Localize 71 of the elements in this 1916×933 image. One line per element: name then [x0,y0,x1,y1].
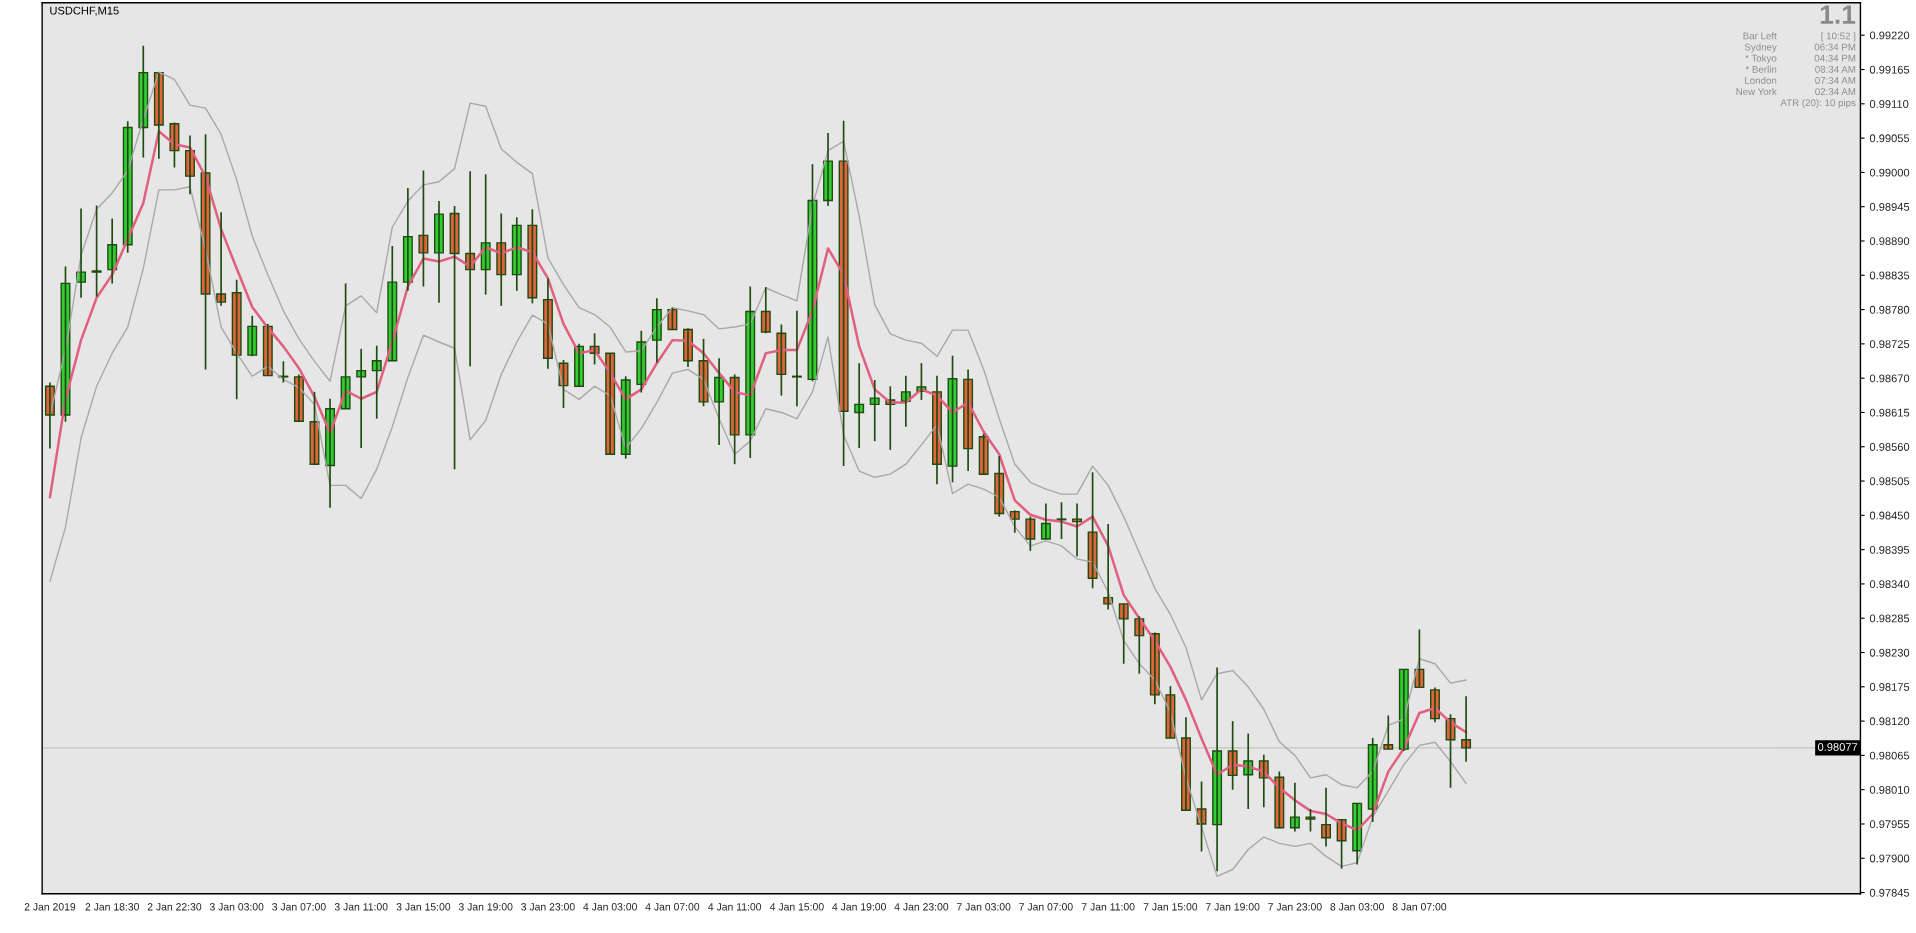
y-tick-label: 0.97955 [1869,820,1910,829]
x-tick-label: 4 Jan 03:00 [583,903,637,911]
x-tick-label: 3 Jan 11:00 [334,903,388,911]
y-tick-label: 0.98835 [1869,271,1910,280]
text: New York [1736,87,1777,96]
y-tick-label: 0.98945 [1869,202,1910,211]
y-tick-label: 0.98670 [1869,374,1910,383]
y-tick-label: 0.98505 [1869,477,1910,486]
x-tick-label: 3 Jan 03:00 [209,903,264,911]
text: ATR (20): 10 pips [1780,99,1856,109]
x-tick-label: 8 Jan 07:00 [1392,903,1447,911]
x-tick-label: 7 Jan 03:00 [956,903,1011,911]
y-tick-label: 0.98450 [1869,511,1910,520]
x-tick-label: 4 Jan 15:00 [769,903,824,911]
y-tick-label: 0.99055 [1869,134,1910,143]
x-tick-label: 3 Jan 15:00 [396,903,451,911]
x-tick-label: 4 Jan 23:00 [894,903,949,911]
x-tick-label: 2 Jan 2019 [24,903,76,911]
text: 04:34 PM [1814,54,1856,62]
y-tick-label: 0.99220 [1869,31,1910,40]
x-tick-label: 3 Jan 07:00 [272,903,326,911]
candlestick [91,204,102,298]
candlestick [449,205,460,471]
candlestick [1383,714,1394,750]
y-tick-label: 0.98615 [1869,408,1910,417]
y-tick-label: 0.98890 [1869,237,1910,246]
x-tick-label: 3 Jan 19:00 [458,903,513,911]
candlestick [1025,515,1036,552]
y-tick-label: 0.97900 [1869,854,1910,863]
text: * Tokyo [1745,54,1777,64]
candlestick [1305,808,1316,833]
y-tick-label: 0.98175 [1869,683,1910,691]
x-tick-label: 4 Jan 19:00 [832,903,886,911]
text: 06:34 PM [1814,43,1856,51]
x-tick-label: 4 Jan 11:00 [708,903,762,911]
x-tick-label: 4 Jan 07:00 [645,903,700,911]
text: Bar Left [1743,32,1777,40]
text: Sydney [1744,43,1777,53]
x-tick-label: 2 Jan 22:30 [147,903,202,911]
y-tick-label: 0.99110 [1869,100,1909,108]
x-tick-label: 2 Jan 18:30 [85,903,139,911]
text: London [1745,76,1777,84]
x-tick-label: 7 Jan 15:00 [1143,903,1198,911]
text: 02:34 AM [1815,88,1856,96]
y-tick-label: 0.98010 [1869,785,1910,794]
y-tick-label: 0.99000 [1869,168,1910,177]
y-tick-label: 0.97845 [1869,888,1910,897]
x-tick-label: 3 Jan 23:00 [521,903,575,911]
y-tick-label: 0.98725 [1869,340,1910,348]
y-tick-label: 0.98230 [1869,648,1910,657]
text: [ 10:52 ] [1821,32,1856,42]
text: 08:34 AM [1815,65,1856,73]
x-tick-label: 8 Jan 03:00 [1330,903,1384,911]
text: * Berlin [1745,65,1777,73]
candlestick [418,169,429,288]
y-tick-label: 0.98560 [1869,443,1910,451]
ref-line-label: 0.98077 [1817,743,1858,751]
y-tick-label: 0.98340 [1869,580,1910,589]
y-tick-label: 0.98285 [1869,614,1910,623]
text: 1.1 [1820,5,1856,24]
x-tick-label: 7 Jan 11:00 [1081,903,1135,911]
y-tick-label: 0.98780 [1869,305,1910,314]
text: 07:34 AM [1815,77,1856,84]
x-tick-label: 7 Jan 23:00 [1268,903,1322,911]
y-tick-label: 0.98120 [1869,717,1910,726]
x-tick-label: 7 Jan 07:00 [1019,903,1073,911]
y-tick-label: 0.98065 [1869,751,1910,760]
chart-title: USDCHF,M15 [50,6,119,16]
y-tick-label: 0.98395 [1869,545,1910,554]
x-tick-label: 7 Jan 19:00 [1205,903,1260,911]
y-tick-label: 0.99165 [1869,65,1910,74]
